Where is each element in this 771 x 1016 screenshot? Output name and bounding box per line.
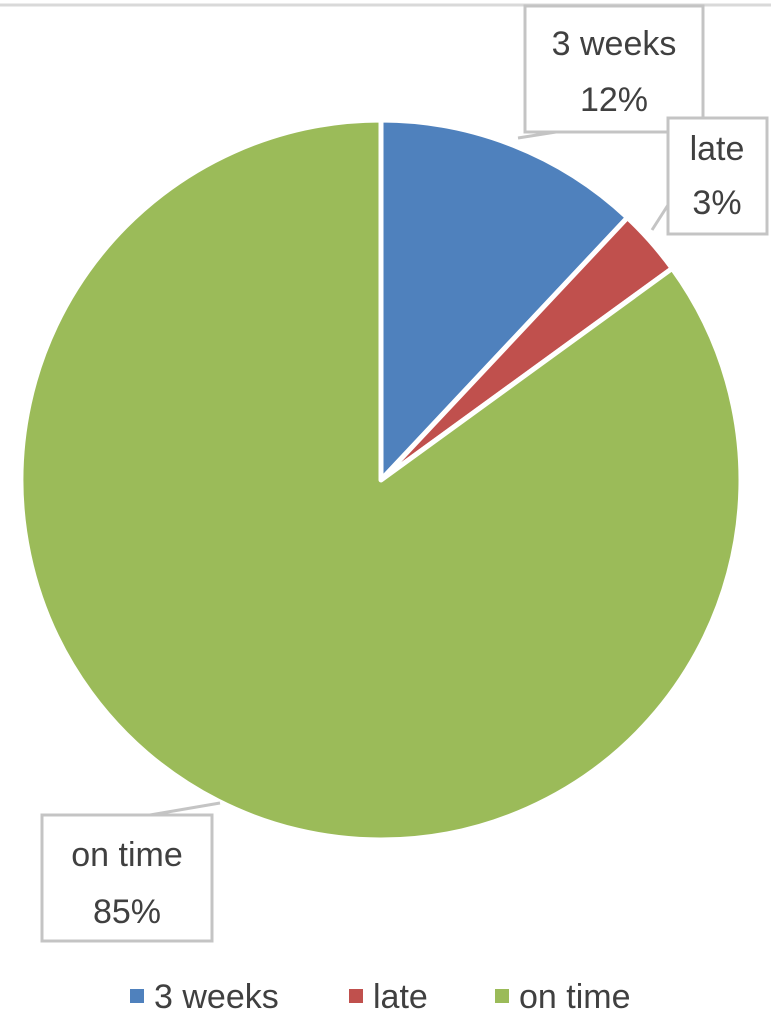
data-label-on-time: on time 85%	[40, 801, 221, 943]
pie-slice-3-weeks	[378, 117, 630, 483]
legend-swatch-late	[349, 989, 363, 1003]
leader-line-late	[650, 204, 670, 231]
callout-box-on-time	[40, 813, 214, 943]
data-label-on-time-percent: 85%	[93, 893, 161, 931]
pie-slices	[18, 117, 744, 843]
data-label-late-category: late	[690, 130, 745, 168]
data-label-3-weeks: 3 weeks 12%	[517, 4, 705, 140]
leader-line-on-time	[149, 801, 221, 817]
legend-label-on-time: on time	[519, 978, 631, 1016]
callout-box-late	[666, 116, 769, 236]
data-label-late-percent: 3%	[692, 184, 741, 222]
legend-label-3-weeks: 3 weeks	[154, 978, 279, 1016]
legend: 3 weeks late on time	[130, 978, 631, 1016]
pie-slice-on-time	[18, 117, 744, 843]
data-label-3-weeks-percent: 12%	[580, 81, 648, 119]
legend-swatch-on-time	[495, 989, 509, 1003]
data-label-on-time-category: on time	[71, 836, 183, 874]
data-label-3-weeks-category: 3 weeks	[552, 25, 677, 63]
data-label-late: late 3%	[650, 116, 769, 236]
legend-label-late: late	[373, 978, 428, 1016]
callout-box-3-weeks	[523, 4, 705, 134]
legend-swatch-3-weeks	[130, 989, 144, 1003]
